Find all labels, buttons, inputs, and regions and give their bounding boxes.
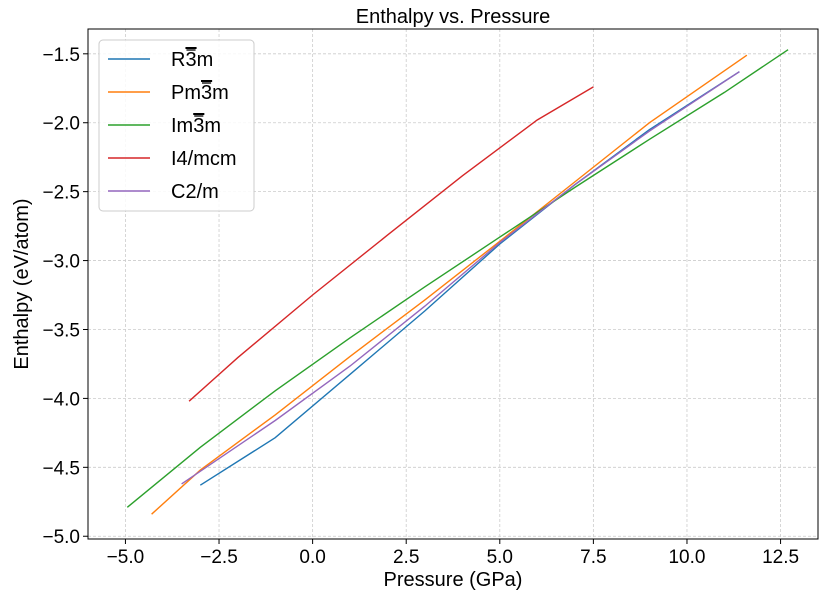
legend: R3m Pm3m Im3m I4/mcm C2/m — [98, 39, 255, 212]
x-tick-label: −5.0 — [107, 547, 145, 568]
x-tick-label: 7.5 — [580, 547, 606, 568]
series-line-r3m — [199, 71, 740, 486]
legend-label: Im3m — [171, 115, 221, 137]
y-tick-label: −3.5 — [42, 320, 80, 341]
x-tick-label: 12.5 — [762, 547, 799, 568]
legend-label: I4/mcm — [171, 148, 237, 170]
series-line-im3m — [126, 49, 789, 508]
legend-label: Pm3m — [171, 82, 229, 104]
y-tick-label: −2.0 — [42, 114, 80, 135]
x-axis-label: Pressure (GPa) — [384, 569, 523, 591]
y-tick-label: −2.5 — [42, 183, 80, 204]
x-tick-label: 10.0 — [668, 547, 705, 568]
plot-area-frame — [87, 28, 819, 540]
y-axis-label: Enthalpy (eV/atom) — [11, 198, 33, 369]
y-tick-label: −4.0 — [42, 389, 80, 410]
series-line-c2m — [181, 71, 740, 485]
legend-label: R3m — [171, 49, 213, 71]
legend-label: C2/m — [171, 181, 219, 203]
axis-ticks: −5.0 −2.5 0.0 2.5 5.0 7.5 10.0 12.5 −5.0 −4.5 −4.0… — [42, 45, 799, 568]
x-tick-label: 0.0 — [299, 547, 325, 568]
series-line-i4mcm — [188, 86, 594, 402]
y-tick-label: −3.0 — [42, 252, 80, 273]
series-line-pm3m — [151, 54, 748, 515]
series-lines — [126, 49, 789, 515]
x-tick-label: 5.0 — [487, 547, 513, 568]
x-tick-label: −2.5 — [200, 547, 238, 568]
x-tick-label: 2.5 — [393, 547, 419, 568]
y-tick-label: −1.5 — [42, 45, 80, 66]
y-tick-label: −5.0 — [42, 527, 80, 548]
y-tick-label: −4.5 — [42, 458, 80, 479]
chart-title: Enthalpy vs. Pressure — [356, 6, 551, 28]
legend-box — [98, 39, 255, 212]
